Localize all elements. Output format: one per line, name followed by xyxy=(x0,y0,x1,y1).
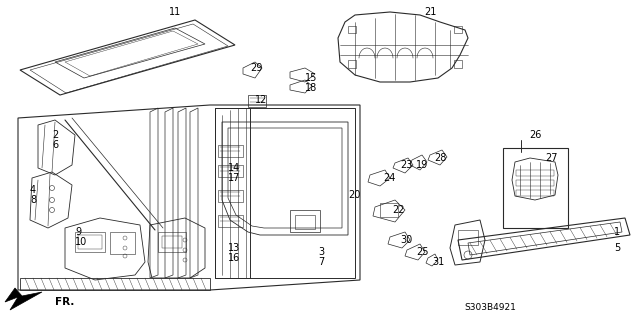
Text: 25: 25 xyxy=(416,247,429,257)
Text: 6: 6 xyxy=(52,140,58,150)
Text: 3: 3 xyxy=(318,247,324,257)
Text: 10: 10 xyxy=(75,237,87,247)
Text: 11: 11 xyxy=(169,7,181,17)
Text: S303B4921: S303B4921 xyxy=(464,303,516,313)
Text: 20: 20 xyxy=(348,190,360,200)
Text: FR.: FR. xyxy=(55,297,74,307)
Text: 30: 30 xyxy=(400,235,412,245)
Text: 16: 16 xyxy=(228,253,240,263)
Text: 22: 22 xyxy=(392,205,404,215)
Text: 2: 2 xyxy=(52,130,58,140)
Text: 29: 29 xyxy=(250,63,262,73)
Text: 14: 14 xyxy=(228,163,240,173)
Text: 21: 21 xyxy=(424,7,436,17)
Text: 19: 19 xyxy=(416,160,428,170)
Text: 28: 28 xyxy=(434,153,446,163)
Polygon shape xyxy=(5,288,42,310)
Text: 1: 1 xyxy=(614,227,620,237)
Text: 23: 23 xyxy=(400,160,412,170)
Text: 7: 7 xyxy=(318,257,324,267)
Text: 4: 4 xyxy=(30,185,36,195)
Text: 9: 9 xyxy=(75,227,81,237)
Text: 26: 26 xyxy=(529,130,541,140)
Text: 8: 8 xyxy=(30,195,36,205)
Text: 31: 31 xyxy=(432,257,444,267)
Text: 27: 27 xyxy=(545,153,557,163)
Text: 15: 15 xyxy=(305,73,317,83)
Text: 12: 12 xyxy=(255,95,268,105)
Text: 24: 24 xyxy=(383,173,396,183)
Text: 18: 18 xyxy=(305,83,317,93)
Text: 17: 17 xyxy=(228,173,241,183)
Text: 13: 13 xyxy=(228,243,240,253)
Text: 5: 5 xyxy=(614,243,620,253)
